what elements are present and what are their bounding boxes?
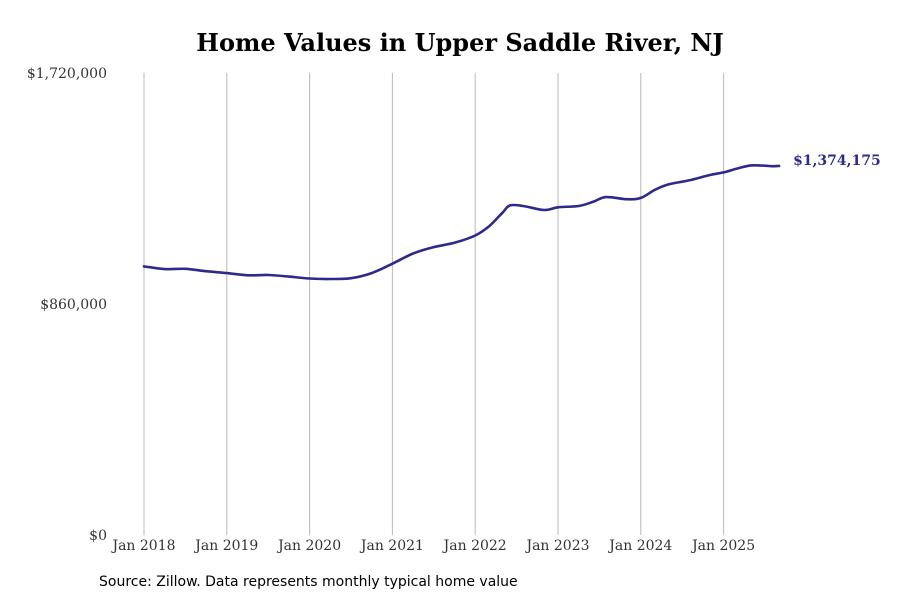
x-axis-ticks: Jan 2018 Jan 2019 Jan 2020 Jan 2021 Jan 2022… [110, 538, 755, 554]
x-tick-label: Jan 2020 [276, 538, 341, 554]
y-tick-label: $0 [89, 528, 107, 544]
x-tick-label: Jan 2024 [607, 538, 672, 554]
chart-title: Home Values in Upper Saddle River, NJ [196, 28, 724, 57]
y-axis-ticks: $0 $860,000 $1,720,000 [27, 66, 107, 544]
x-tick-label: Jan 2019 [193, 538, 258, 554]
y-tick-label: $860,000 [40, 297, 107, 313]
x-tick-label: Jan 2023 [524, 538, 589, 554]
end-value-label: $1,374,175 [793, 153, 881, 169]
series-layer [142, 163, 781, 281]
y-tick-label: $1,720,000 [27, 66, 107, 82]
source-note: Source: Zillow. Data represents monthly … [99, 574, 518, 590]
x-tick-label: Jan 2021 [359, 538, 424, 554]
x-tick-label: Jan 2025 [690, 538, 755, 554]
x-tick-label: Jan 2022 [442, 538, 507, 554]
data-labels: $1,374,175 [793, 153, 881, 169]
grid-lines [143, 73, 725, 535]
x-tick-label: Jan 2018 [110, 538, 175, 554]
series-line-home-value [142, 163, 781, 281]
